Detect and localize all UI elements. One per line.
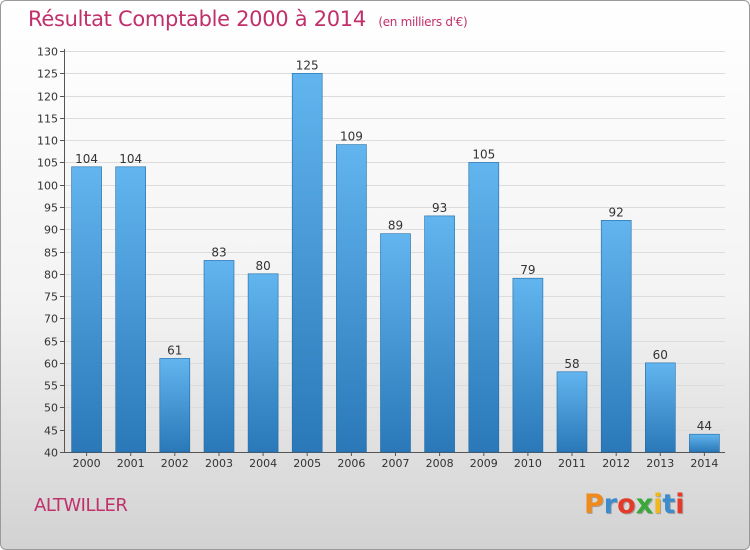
x-tick-label: 2006 — [337, 457, 365, 470]
bar — [247, 273, 279, 453]
x-tick-label: 2009 — [470, 457, 498, 470]
x-tick-label: 2005 — [293, 457, 321, 470]
x-tick-label: 2001 — [117, 457, 145, 470]
data-label: 60 — [653, 348, 668, 362]
x-tick-label: 2008 — [426, 457, 454, 470]
data-label: 89 — [388, 219, 403, 233]
data-label: 61 — [167, 343, 182, 357]
y-tick-label: 125 — [37, 68, 58, 81]
y-tick-label: 110 — [37, 135, 58, 148]
commune-name: ALTWILLER — [34, 495, 128, 516]
y-tick-label: 90 — [44, 224, 58, 237]
data-label: 83 — [211, 245, 226, 259]
x-tick-label: 2011 — [558, 457, 586, 470]
bar — [424, 215, 455, 453]
x-tick-label: 2014 — [690, 457, 718, 470]
data-label: 125 — [296, 58, 319, 72]
axes: 40 45 50 55 60 65 70 75 80 85 90 95 100 105 110 115 120 1… — [37, 46, 725, 460]
x-tick-label: 2010 — [514, 457, 542, 470]
y-tick-label: 50 — [44, 402, 58, 415]
y-tick-label: 65 — [44, 336, 58, 349]
data-label: 80 — [255, 259, 270, 273]
logo-letter: t — [662, 489, 676, 520]
y-tick-label: 100 — [37, 180, 58, 193]
data-label: 44 — [697, 419, 712, 433]
bar — [556, 371, 588, 453]
y-tick-label: 120 — [37, 91, 58, 104]
bar — [468, 162, 500, 453]
y-tick-label: 85 — [44, 247, 58, 260]
chart-title-unit: (en milliers d'€) — [378, 15, 468, 29]
y-tick-label: 45 — [44, 425, 58, 438]
data-label: 58 — [564, 357, 579, 371]
bar — [512, 277, 544, 453]
bars — [71, 73, 720, 453]
bar — [291, 73, 323, 453]
logo-letter: x — [635, 489, 654, 520]
data-label: 93 — [432, 201, 447, 215]
x-tick-label: 2003 — [205, 457, 233, 470]
proxiti-logo[interactable]: Proxiti — [584, 489, 685, 520]
bar — [380, 233, 411, 453]
x-tick-label: 2004 — [249, 457, 277, 470]
y-tick-label: 130 — [37, 46, 58, 59]
data-label: 104 — [119, 152, 142, 166]
logo-letter: o — [617, 489, 636, 520]
bar — [71, 166, 102, 453]
y-tick-label: 105 — [37, 157, 58, 170]
data-label: 104 — [75, 152, 98, 166]
bar — [689, 433, 720, 453]
x-tick-label: 2000 — [73, 457, 101, 470]
x-tick-label: 2013 — [646, 457, 674, 470]
logo-letter: P — [584, 489, 604, 520]
bar — [159, 358, 191, 453]
bar — [115, 166, 146, 453]
bar — [600, 220, 632, 453]
y-tick-label: 115 — [37, 113, 58, 126]
logo-letter: i — [675, 489, 685, 520]
x-tick-label: 2012 — [602, 457, 630, 470]
y-tick-label: 75 — [44, 291, 58, 304]
data-label: 105 — [472, 147, 495, 161]
chart-title: Résultat Comptable 2000 à 2014 (en milli… — [28, 7, 468, 31]
data-label: 79 — [520, 263, 535, 277]
labels: 104 2000 104 2001 61 2002 83 2003 80 2004 125 2005 1… — [73, 58, 719, 470]
y-tick-label: 80 — [44, 269, 58, 282]
y-tick-label: 60 — [44, 358, 58, 371]
bar — [203, 260, 235, 453]
data-label: 92 — [609, 205, 624, 219]
x-tick-label: 2007 — [382, 457, 410, 470]
chart-title-main: Résultat Comptable 2000 à 2014 — [28, 7, 366, 31]
y-tick-label: 95 — [44, 202, 58, 215]
data-label: 109 — [340, 130, 363, 144]
y-tick-label: 70 — [44, 313, 58, 326]
y-tick-label: 40 — [44, 447, 58, 460]
x-tick-label: 2002 — [161, 457, 189, 470]
bar — [644, 362, 676, 453]
bar — [336, 144, 367, 453]
y-tick-label: 55 — [44, 380, 58, 393]
logo-letter: r — [603, 489, 618, 520]
logo-letter: i — [653, 489, 663, 520]
